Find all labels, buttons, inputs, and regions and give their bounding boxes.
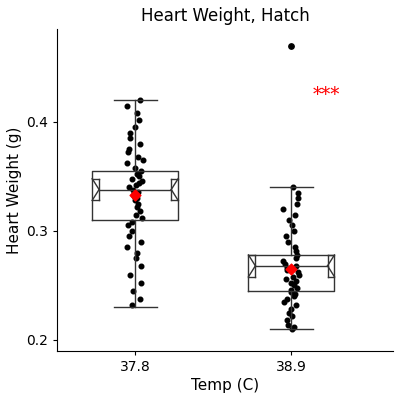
Point: [124, 160, 130, 166]
Point: [293, 278, 299, 284]
Point: [136, 295, 143, 302]
Point: [136, 173, 142, 180]
Point: [138, 263, 144, 269]
Point: [132, 164, 138, 171]
Point: [135, 188, 141, 195]
Point: [282, 260, 288, 267]
Point: [132, 211, 139, 218]
Point: [134, 195, 140, 202]
X-axis label: Temp (C): Temp (C): [191, 378, 259, 393]
Point: [134, 250, 140, 256]
Point: [284, 239, 291, 245]
Point: [288, 42, 295, 49]
Point: [285, 310, 292, 316]
Title: Heart Weight, Hatch: Heart Weight, Hatch: [141, 7, 310, 25]
Point: [293, 302, 299, 308]
Point: [294, 284, 300, 291]
Point: [140, 157, 146, 163]
Point: [134, 110, 141, 116]
Point: [137, 208, 144, 214]
Point: [126, 146, 133, 152]
Point: [130, 186, 136, 193]
Point: [294, 269, 301, 276]
Point: [288, 289, 295, 295]
Point: [136, 140, 143, 147]
Point: [288, 306, 294, 313]
Point: [132, 124, 138, 130]
Point: [284, 317, 290, 324]
Point: [139, 215, 145, 221]
Point: [283, 276, 289, 282]
Point: [130, 288, 136, 294]
Point: [137, 97, 143, 103]
Point: [291, 293, 297, 300]
Point: [135, 154, 142, 160]
Point: [296, 271, 302, 278]
Point: [294, 200, 300, 207]
Point: [294, 252, 301, 258]
Point: [292, 211, 298, 218]
Point: [127, 135, 133, 142]
Point: [137, 168, 144, 174]
Point: [288, 313, 295, 319]
Point: [280, 206, 287, 212]
Point: [129, 219, 135, 226]
Point: [286, 217, 292, 223]
Point: [291, 291, 298, 297]
Point: [125, 233, 132, 240]
Text: ***: ***: [312, 86, 340, 104]
Point: [134, 171, 140, 178]
Point: [134, 200, 141, 207]
Point: [284, 267, 290, 273]
Point: [281, 299, 287, 305]
Point: [290, 282, 297, 289]
Point: [128, 228, 135, 234]
Point: [134, 204, 140, 210]
Point: [280, 258, 287, 265]
Point: [126, 184, 132, 190]
Point: [132, 192, 138, 198]
Point: [131, 193, 137, 199]
Point: [292, 263, 299, 269]
Point: [127, 271, 133, 278]
Point: [295, 190, 302, 196]
Point: [128, 176, 135, 182]
Point: [295, 195, 301, 202]
Point: [288, 280, 294, 286]
Point: [289, 274, 296, 280]
Point: [133, 182, 139, 188]
Point: [285, 322, 292, 328]
Point: [133, 255, 139, 262]
Y-axis label: Heart Weight (g): Heart Weight (g): [7, 126, 22, 254]
Point: [284, 295, 291, 302]
Point: [132, 197, 138, 204]
Point: [127, 130, 134, 136]
Point: [288, 222, 295, 229]
Point: [284, 265, 290, 271]
Point: [289, 326, 296, 332]
Point: [131, 191, 137, 197]
Point: [293, 247, 300, 254]
Point: [290, 184, 296, 190]
Point: [128, 302, 135, 308]
Point: [292, 244, 298, 250]
Point: [136, 116, 143, 123]
Point: [138, 280, 144, 286]
Point: [290, 324, 297, 330]
Point: [125, 149, 131, 156]
Point: [138, 239, 144, 245]
Point: [288, 287, 294, 293]
Point: [124, 102, 130, 109]
Point: [125, 222, 131, 229]
Point: [291, 228, 297, 234]
Point: [136, 180, 142, 186]
Point: [283, 233, 289, 240]
Point: [293, 255, 299, 262]
Point: [288, 266, 295, 272]
Point: [124, 244, 130, 250]
Point: [139, 178, 146, 184]
